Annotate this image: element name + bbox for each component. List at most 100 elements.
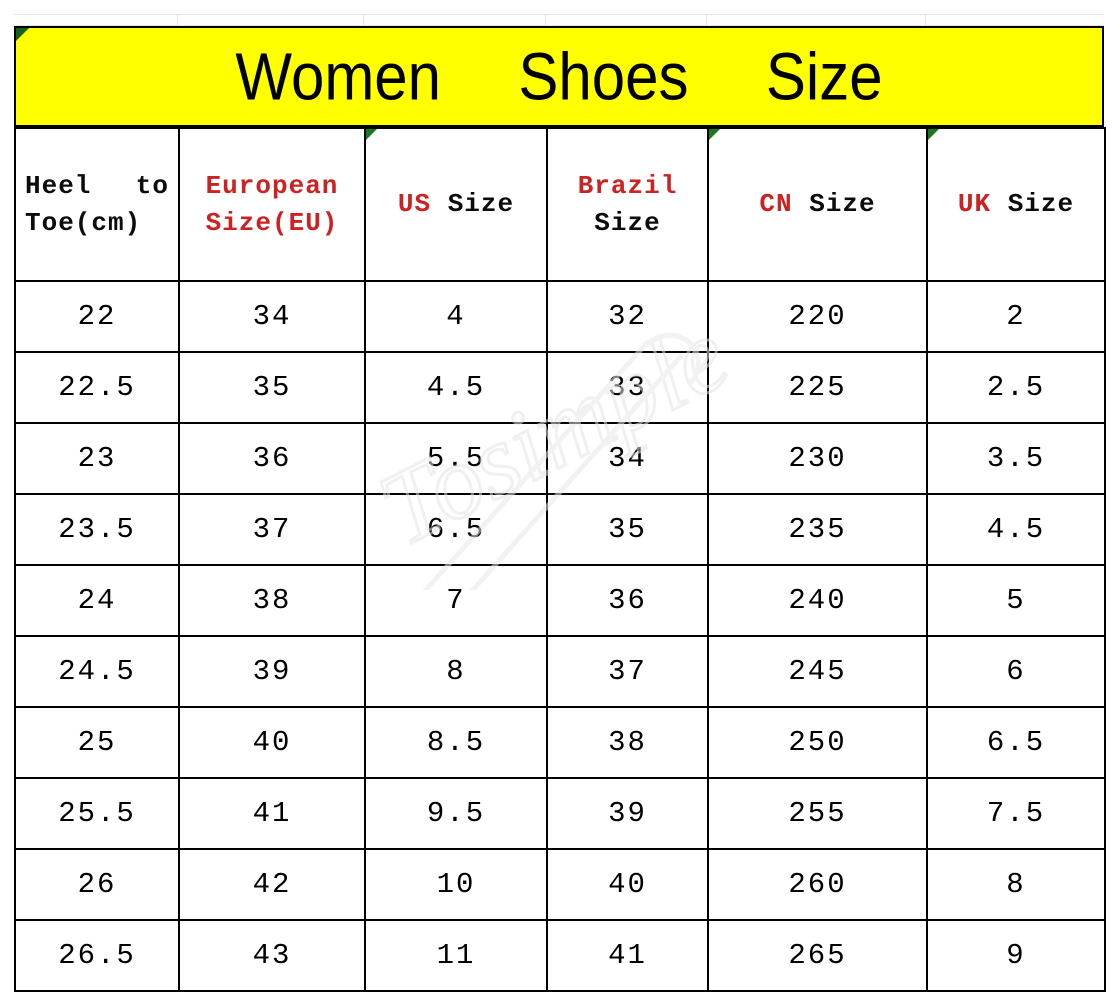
cell-brazil-size: 36 — [546, 564, 709, 637]
cell-uk-size: 9 — [926, 919, 1106, 992]
gridline-cell-3 — [546, 15, 707, 25]
gridline-cell-1 — [178, 15, 364, 25]
cell-us-size: 4 — [364, 280, 548, 353]
cell-uk-size: 8 — [926, 848, 1106, 921]
cell-cn-size: 225 — [707, 351, 928, 424]
cell-cn-size: 245 — [707, 635, 928, 708]
cell-uk-size: 4.5 — [926, 493, 1106, 566]
comment-marker-icon — [16, 28, 29, 41]
cell-cn-size: 260 — [707, 848, 928, 921]
cell-cn-size: 230 — [707, 422, 928, 495]
table-row: 26.5 43 11 41 265 9 — [14, 919, 1106, 992]
cell-european-size: 43 — [178, 919, 366, 992]
cell-us-size: 9.5 — [364, 777, 548, 850]
cell-heel-to-toe: 25.5 — [14, 777, 180, 850]
column-header-us-size: US Size — [364, 127, 548, 282]
cell-european-size: 35 — [178, 351, 366, 424]
column-header-uk-size: UK Size — [926, 127, 1106, 282]
cell-european-size: 41 — [178, 777, 366, 850]
cell-us-size: 11 — [364, 919, 548, 992]
cell-european-size: 38 — [178, 564, 366, 637]
cell-european-size: 36 — [178, 422, 366, 495]
column-header-cn-size: CN Size — [707, 127, 928, 282]
cell-heel-to-toe: 24 — [14, 564, 180, 637]
size-table: Heel to Toe(cm) European Size(EU) US Siz… — [14, 127, 1106, 992]
cell-heel-to-toe: 22.5 — [14, 351, 180, 424]
cell-cn-size: 265 — [707, 919, 928, 992]
cell-us-size: 10 — [364, 848, 548, 921]
cell-uk-size: 2.5 — [926, 351, 1106, 424]
cell-heel-to-toe: 26.5 — [14, 919, 180, 992]
cell-brazil-size: 40 — [546, 848, 709, 921]
gridline-cell-4 — [707, 15, 926, 25]
cell-european-size: 42 — [178, 848, 366, 921]
cell-brazil-size: 33 — [546, 351, 709, 424]
table-header-row: Heel to Toe(cm) European Size(EU) US Siz… — [14, 127, 1106, 282]
cell-uk-size: 7.5 — [926, 777, 1106, 850]
cell-us-size: 8 — [364, 635, 548, 708]
column-header-uk-size-line2: Size — [1007, 189, 1075, 220]
column-header-heel-to-toe: Heel to Toe(cm) — [14, 127, 180, 282]
column-header-uk-size-line1: UK — [957, 189, 992, 220]
column-header-european-size-line2: Size(EU) — [205, 207, 339, 238]
cell-cn-size: 255 — [707, 777, 928, 850]
cell-heel-to-toe: 24.5 — [14, 635, 180, 708]
cell-heel-to-toe: 25 — [14, 706, 180, 779]
cell-heel-to-toe: 23 — [14, 422, 180, 495]
cell-brazil-size: 37 — [546, 635, 709, 708]
table-row: 22 34 4 32 220 2 — [14, 280, 1106, 353]
title-banner: Women Shoes Size — [14, 26, 1104, 127]
table-row: 25 40 8.5 38 250 6.5 — [14, 706, 1106, 779]
column-header-heel-to-toe-line2: Toe(cm) — [25, 207, 142, 238]
cell-cn-size: 220 — [707, 280, 928, 353]
cell-uk-size: 2 — [926, 280, 1106, 353]
table-row: 22.5 35 4.5 33 225 2.5 — [14, 351, 1106, 424]
gridline-cell-5 — [926, 15, 1104, 25]
column-header-european-size: European Size(EU) — [178, 127, 366, 282]
cell-cn-size: 240 — [707, 564, 928, 637]
cell-us-size: 7 — [364, 564, 548, 637]
column-header-heel-to-toe-line1: Heel to — [25, 170, 169, 201]
column-header-brazil-size-line2: Size — [594, 207, 661, 238]
gridline-cell-0 — [14, 15, 178, 25]
cell-us-size: 6.5 — [364, 493, 548, 566]
table-row: 23 36 5.5 34 230 3.5 — [14, 422, 1106, 495]
cell-us-size: 8.5 — [364, 706, 548, 779]
cell-european-size: 37 — [178, 493, 366, 566]
comment-marker-icon — [928, 129, 939, 140]
gridline-cell-2 — [364, 15, 546, 25]
cell-cn-size: 235 — [707, 493, 928, 566]
table-row: 25.5 41 9.5 39 255 7.5 — [14, 777, 1106, 850]
cell-brazil-size: 38 — [546, 706, 709, 779]
cell-european-size: 39 — [178, 635, 366, 708]
cell-us-size: 5.5 — [364, 422, 548, 495]
cell-us-size: 4.5 — [364, 351, 548, 424]
cell-heel-to-toe: 26 — [14, 848, 180, 921]
cell-brazil-size: 35 — [546, 493, 709, 566]
column-header-brazil-size-line1: Brazil — [577, 170, 678, 201]
cell-brazil-size: 34 — [546, 422, 709, 495]
cell-uk-size: 6.5 — [926, 706, 1106, 779]
cell-brazil-size: 39 — [546, 777, 709, 850]
table-row: 23.5 37 6.5 35 235 4.5 — [14, 493, 1106, 566]
column-header-cn-size-line1: CN — [759, 189, 793, 220]
cell-uk-size: 6 — [926, 635, 1106, 708]
table-row: 24.5 39 8 37 245 6 — [14, 635, 1106, 708]
comment-marker-icon — [709, 129, 720, 140]
cell-heel-to-toe: 23.5 — [14, 493, 180, 566]
cell-uk-size: 3.5 — [926, 422, 1106, 495]
cell-cn-size: 250 — [707, 706, 928, 779]
cell-heel-to-toe: 22 — [14, 280, 180, 353]
comment-marker-icon — [366, 129, 377, 140]
column-header-european-size-line1: European — [205, 170, 339, 201]
column-header-us-size-line2: Size — [447, 189, 515, 220]
cell-european-size: 34 — [178, 280, 366, 353]
cell-brazil-size: 41 — [546, 919, 709, 992]
cell-uk-size: 5 — [926, 564, 1106, 637]
cell-brazil-size: 32 — [546, 280, 709, 353]
column-header-cn-size-line2: Size — [809, 189, 876, 220]
column-header-brazil-size: Brazil Size — [546, 127, 709, 282]
table-row: 26 42 10 40 260 8 — [14, 848, 1106, 921]
column-header-us-size-line1: US — [397, 189, 432, 220]
